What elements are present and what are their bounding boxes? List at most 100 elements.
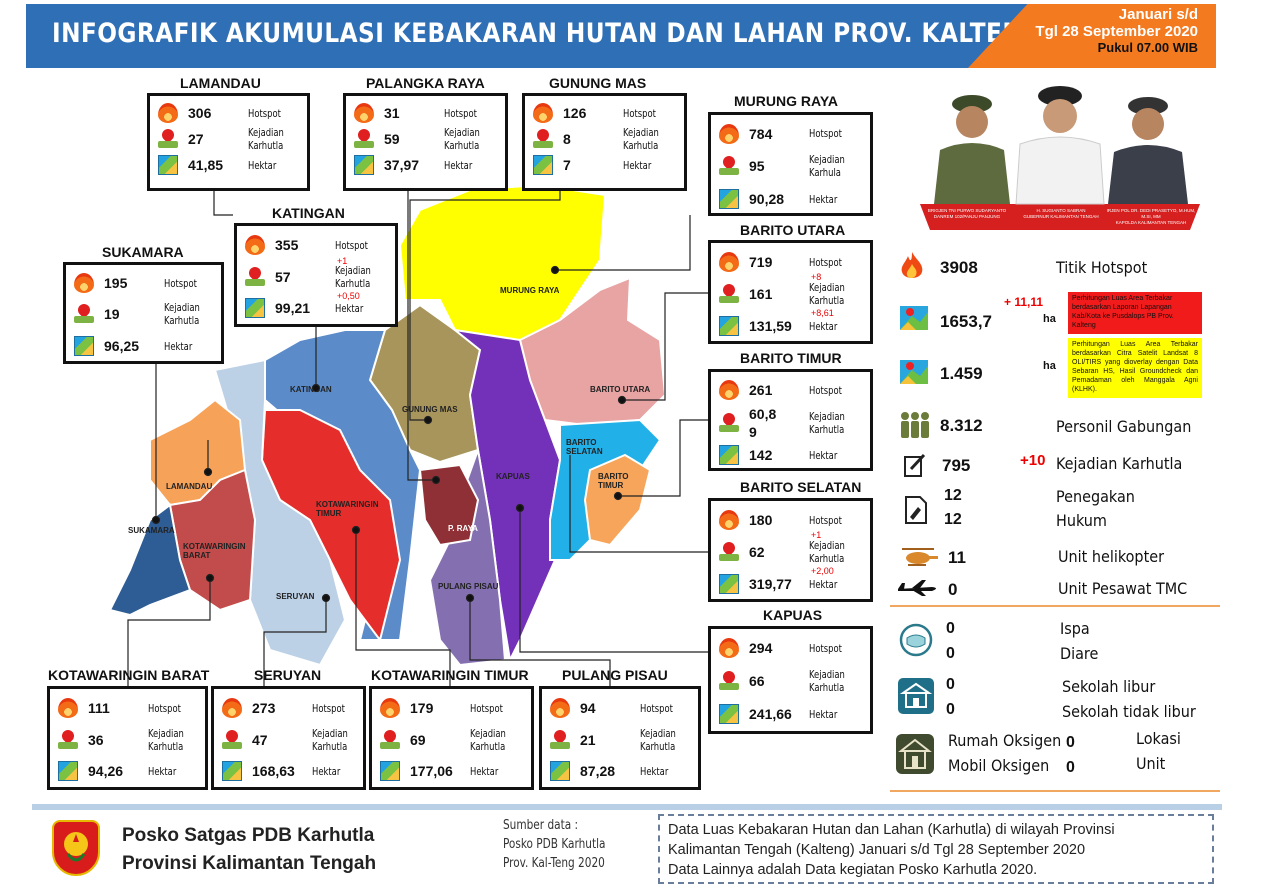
location-pin-icon xyxy=(74,304,94,324)
region-box-seruyan: 273 Hotspot 47 Kejadian Karhutla 168,63 Hekt… xyxy=(211,686,366,790)
hotspot-label: Hotspot xyxy=(809,383,842,397)
summary-unit-label: Unit xyxy=(1136,754,1166,773)
map-label-pulang-pisau: PULANG PISAU xyxy=(438,582,499,591)
location-pin-icon xyxy=(222,730,242,750)
hotspot-value: 94 xyxy=(580,700,596,716)
fire-icon xyxy=(158,103,178,123)
region-name-palangka-raya: PALANGKA RAYA xyxy=(366,75,485,91)
kejadian-label: Kejadian xyxy=(335,264,371,277)
hektar-label: Hektar xyxy=(640,764,669,778)
location-pin-icon xyxy=(719,284,739,304)
region-box-gunung-mas: 126 Hotspot 8 Kejadian Karhutla 7 Hektar xyxy=(522,93,687,191)
area1-note: Perhitungan Luas Area Terbakar berdasark… xyxy=(1068,292,1202,334)
hotspot-value: 179 xyxy=(410,700,434,716)
kejadian-value: 60,8 xyxy=(749,406,777,422)
region-name-barito-selatan: BARITO SELATAN xyxy=(740,479,862,495)
region-box-barito-utara: 719 Hotspot 161 Kejadian Karhutla +8 131,59 H… xyxy=(708,240,873,344)
document-edit-icon xyxy=(902,452,928,478)
hotspot-value: 261 xyxy=(749,382,773,398)
region-name-barito-utara: BARITO UTARA xyxy=(740,222,846,238)
official-center-title: GUBERNUR KALIMANTAN TENGAH xyxy=(1023,214,1099,219)
official-left-name: BRIGJEN TNI PURWO SUDARYANTO xyxy=(927,208,1007,213)
footer-note-line-2: Kalimantan Tengah (Kalteng) Januari s/d … xyxy=(668,842,1086,858)
area-map-icon xyxy=(898,302,930,334)
law-enforcement-icon xyxy=(902,495,928,525)
hotspot-value: 294 xyxy=(749,640,773,656)
fire-icon xyxy=(380,698,400,718)
hotspot-value: 111 xyxy=(88,700,110,716)
date-line-2: Tgl 28 September 2020 xyxy=(1035,23,1198,40)
kejadian-delta: +1 xyxy=(811,530,822,540)
hektar-label: Hektar xyxy=(470,764,499,778)
karhutla-label: Karhutla xyxy=(623,139,659,152)
airplane-icon xyxy=(896,578,940,598)
summary-sekolah-tidak-value: 0 xyxy=(946,701,955,718)
region-name-katingan: KATINGAN xyxy=(272,205,345,221)
school-icon xyxy=(898,678,934,714)
kejadian-delta: +8 xyxy=(811,272,822,282)
kejadian-value: 19 xyxy=(104,306,120,322)
hektar-value: 96,25 xyxy=(104,338,140,354)
map-icon xyxy=(222,761,242,781)
map-label-kapuas: KAPUAS xyxy=(496,472,530,481)
kejadian-label: Kejadian xyxy=(470,727,506,740)
map-label-sukamara: SUKAMARA xyxy=(128,526,175,535)
karhutla-label: Karhutla xyxy=(809,681,845,694)
hektar-label: Hektar xyxy=(335,301,364,315)
map-label-kotawaringin-timur: KOTAWARINGIN TIMUR xyxy=(316,500,379,518)
helicopter-icon xyxy=(896,546,940,568)
summary-tmc-label: Unit Pesawat TMC xyxy=(1058,579,1188,598)
official-left-title: DANREM 102/PANJU PANJUNG xyxy=(933,214,1001,219)
summary-kejadian-value: 795 xyxy=(942,456,971,475)
region-name-kotawaringin-timur: KOTAWARINGIN TIMUR xyxy=(371,667,529,683)
footer-org: Posko Satgas PDB Karhutla Provinsi Kalim… xyxy=(122,822,376,878)
region-box-katingan: 355 Hotspot 57 Kejadian Karhutla +1 99,21 Hek… xyxy=(234,223,398,327)
fire-icon xyxy=(245,235,265,255)
footer-org-line-1: Posko Satgas PDB Karhutla xyxy=(122,825,375,846)
map-label-barito-utara: BARITO UTARA xyxy=(590,385,651,394)
fire-icon xyxy=(354,103,374,123)
location-pin-icon xyxy=(245,267,265,287)
summary-area2-unit: ha xyxy=(1043,360,1056,372)
region-name-gunung-mas: GUNUNG MAS xyxy=(549,75,647,91)
map-icon xyxy=(533,155,553,175)
officials-photo: BRIGJEN TNI PURWO SUDARYANTO DANREM 102/… xyxy=(920,80,1200,232)
map-icon xyxy=(719,704,739,724)
footer-source: Sumber data : Posko PDB Karhutla Prov. K… xyxy=(503,816,605,873)
region-name-kotawaringin-barat: KOTAWARINGIN BARAT xyxy=(48,667,210,683)
footer-source-line-2: Posko PDB Karhutla xyxy=(503,837,606,852)
hotspot-fire-icon xyxy=(896,250,928,282)
kejadian-label: Kejadian xyxy=(444,126,480,139)
fire-icon xyxy=(533,103,553,123)
hektar-label: Hektar xyxy=(809,192,838,206)
summary-tmc-value: 0 xyxy=(948,580,958,599)
kejadian-value: 21 xyxy=(580,732,596,748)
kejadian-value: 36 xyxy=(88,732,104,748)
hektar-value: 87,28 xyxy=(580,763,616,779)
summary-area2-value: 1.459 xyxy=(940,364,983,383)
summary-personil-label: Personil Gabungan xyxy=(1056,417,1192,436)
summary-hotspot-label: Titik Hotspot xyxy=(1056,258,1148,277)
kejadian-value: 57 xyxy=(275,269,291,285)
hektar-value: 131,59 xyxy=(749,318,792,334)
hotspot-label: Hotspot xyxy=(148,701,181,715)
hotspot-label: Hotspot xyxy=(248,106,281,120)
summary-penegakan-label-1: Penegakan xyxy=(1056,487,1135,506)
fire-icon xyxy=(719,380,739,400)
health-mask-icon xyxy=(898,622,934,658)
hotspot-value: 719 xyxy=(749,254,773,270)
kejadian-label: Kejadian xyxy=(312,727,348,740)
hotspot-label: Hotspot xyxy=(312,701,345,715)
map-icon xyxy=(74,336,94,356)
location-pin-icon xyxy=(719,156,739,176)
location-pin-icon xyxy=(58,730,78,750)
map-label-gunung-mas: GUNUNG MAS xyxy=(402,405,458,414)
hektar-label: Hektar xyxy=(809,577,838,591)
hektar-label: Hektar xyxy=(312,764,341,778)
hektar-label: Hektar xyxy=(623,158,652,172)
karhutla-label: Karhutla xyxy=(444,139,480,152)
kejadian-value: 66 xyxy=(749,673,765,689)
footer-note: Data Luas Kebakaran Hutan dan Lahan (Kar… xyxy=(658,814,1214,884)
official-center-name: H. SUGIANTO SABRAN xyxy=(1036,208,1086,213)
summary-personil-value: 8.312 xyxy=(940,416,983,435)
